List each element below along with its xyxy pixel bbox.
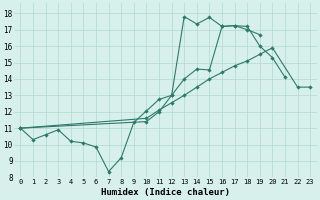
X-axis label: Humidex (Indice chaleur): Humidex (Indice chaleur) xyxy=(101,188,230,197)
